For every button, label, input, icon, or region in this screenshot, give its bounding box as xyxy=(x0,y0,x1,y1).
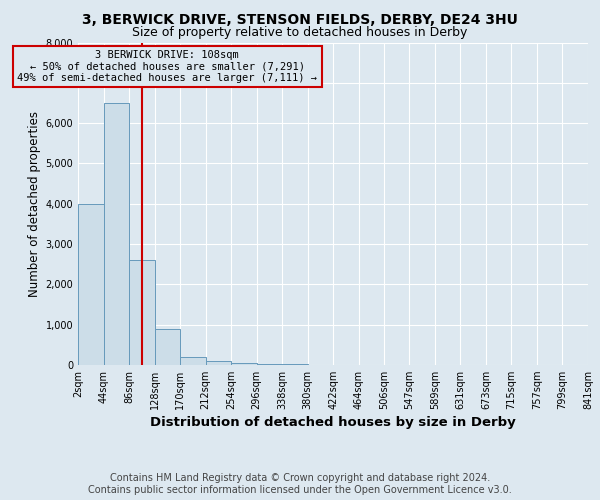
Text: 3 BERWICK DRIVE: 108sqm
← 50% of detached houses are smaller (7,291)
49% of semi: 3 BERWICK DRIVE: 108sqm ← 50% of detache… xyxy=(17,50,317,84)
Bar xyxy=(257,364,282,365)
Bar xyxy=(78,204,104,365)
Bar xyxy=(104,103,129,365)
Bar xyxy=(180,357,206,365)
Text: Size of property relative to detached houses in Derby: Size of property relative to detached ho… xyxy=(133,26,467,39)
Y-axis label: Number of detached properties: Number of detached properties xyxy=(28,111,41,296)
Bar xyxy=(155,328,180,365)
Bar xyxy=(231,363,257,365)
Bar xyxy=(206,361,231,365)
Bar xyxy=(129,260,155,365)
Bar xyxy=(282,364,308,365)
Text: Contains HM Land Registry data © Crown copyright and database right 2024.
Contai: Contains HM Land Registry data © Crown c… xyxy=(88,474,512,495)
Text: 3, BERWICK DRIVE, STENSON FIELDS, DERBY, DE24 3HU: 3, BERWICK DRIVE, STENSON FIELDS, DERBY,… xyxy=(82,12,518,26)
X-axis label: Distribution of detached houses by size in Derby: Distribution of detached houses by size … xyxy=(150,416,516,430)
